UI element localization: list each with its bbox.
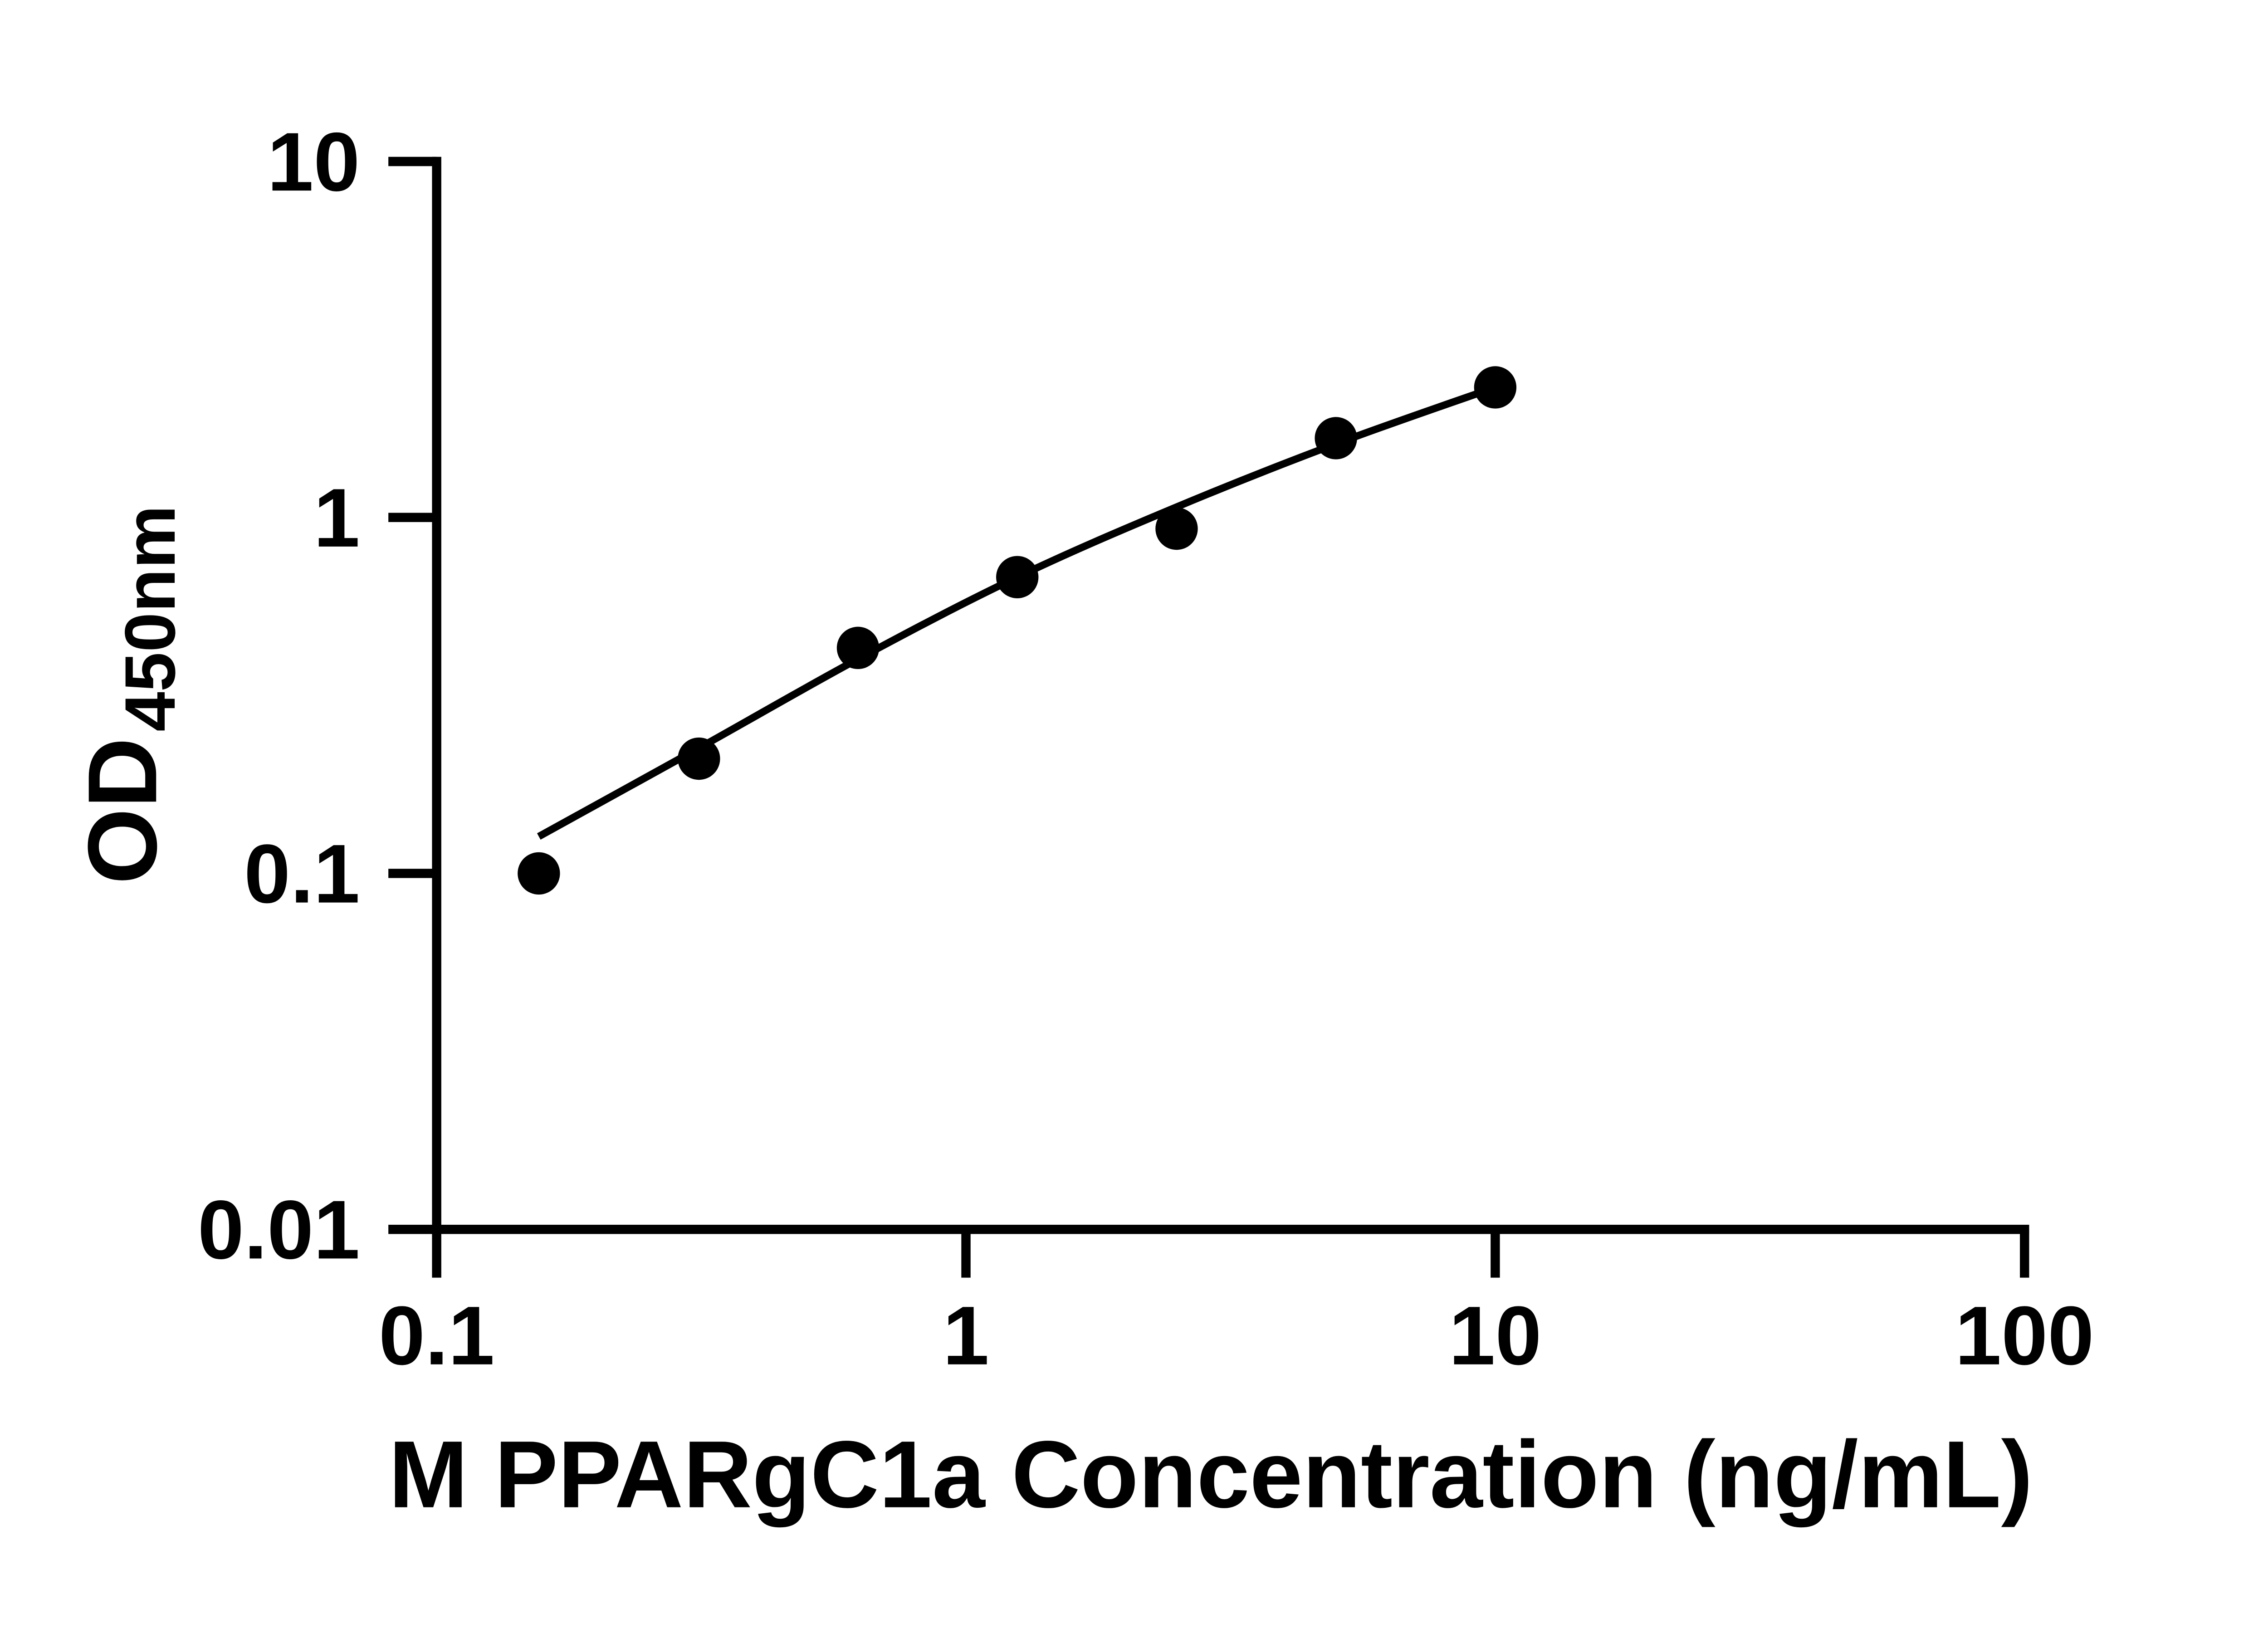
data-points	[518, 366, 1517, 895]
x-tick-label: 1	[943, 1289, 989, 1382]
y-axis-title-subscript: 450nm	[110, 505, 190, 732]
y-tick-label: 0.1	[244, 827, 360, 920]
plot-axes	[432, 156, 2029, 1234]
y-axis-title: OD 450nm	[68, 505, 190, 885]
x-axis-title: M PPARgC1a Concentration (ng/mL)	[389, 1421, 2033, 1528]
y-tick-label: 0.01	[198, 1183, 360, 1276]
x-axis-ticks: 0.1 1 10 100	[379, 1229, 2094, 1382]
x-tick-label: 0.1	[379, 1289, 494, 1382]
data-point-marker	[1474, 366, 1517, 409]
data-point-marker	[996, 556, 1039, 598]
data-point-marker	[1155, 507, 1198, 550]
y-axis-title-main: OD	[68, 738, 177, 885]
data-point-marker	[518, 852, 560, 895]
y-tick-label: 10	[267, 115, 360, 208]
y-axis-ticks: 0.01 0.1 1 10	[198, 115, 437, 1276]
y-tick-label: 1	[313, 471, 360, 564]
data-point-marker	[1315, 417, 1357, 460]
x-tick-label: 100	[1955, 1289, 2094, 1382]
data-point-marker	[678, 737, 720, 780]
x-tick-label: 10	[1449, 1289, 1541, 1382]
data-point-marker	[836, 626, 880, 670]
